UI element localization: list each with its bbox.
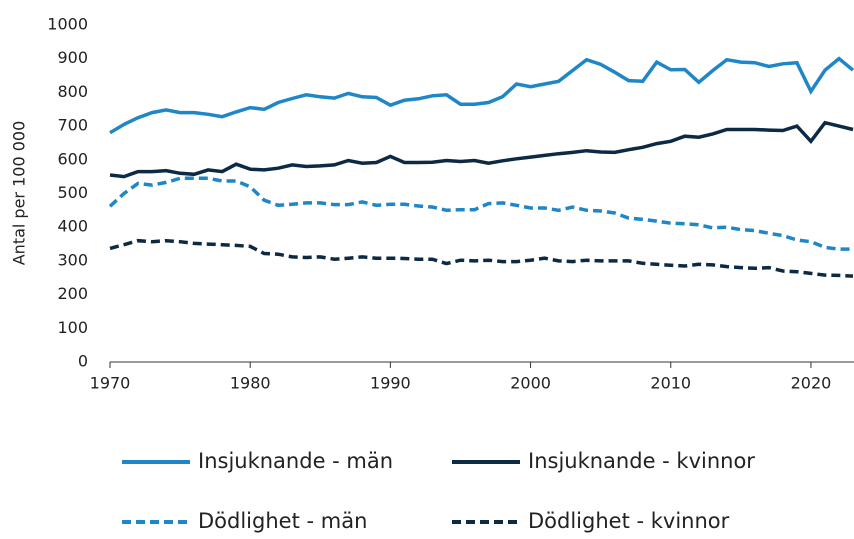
x-tick-label: 1990 — [370, 374, 411, 393]
series-line — [109, 120, 854, 179]
series-line — [108, 176, 853, 251]
x-tick-label: 1980 — [230, 374, 271, 393]
x-tick-label: 2010 — [650, 374, 691, 393]
x-tick-label: 1970 — [90, 374, 131, 393]
x-tick-label: 2000 — [510, 374, 551, 393]
series-line — [109, 238, 854, 278]
y-tick-label: 700 — [57, 116, 88, 135]
y-tick-label: 1000 — [47, 15, 88, 34]
y-tick-label: 800 — [57, 82, 88, 101]
y-tick-label: 900 — [57, 48, 88, 67]
legend-label: Dödlighet - kvinnor — [528, 509, 730, 533]
y-tick-label: 100 — [57, 318, 88, 337]
series-line — [109, 56, 854, 135]
legend-label: Insjuknande - män — [198, 449, 393, 473]
y-tick-label: 600 — [57, 149, 88, 168]
y-tick-label: 500 — [57, 183, 88, 202]
y-tick-label: 0 — [78, 352, 88, 371]
x-tick-label: 2020 — [791, 374, 832, 393]
y-tick-label: 200 — [57, 284, 88, 303]
legend-label: Insjuknande - kvinnor — [528, 449, 755, 473]
y-axis-label: Antal per 100 000 — [10, 121, 29, 266]
y-tick-label: 300 — [57, 250, 88, 269]
legend-label: Dödlighet - män — [198, 509, 367, 533]
y-tick-label: 400 — [57, 217, 88, 236]
